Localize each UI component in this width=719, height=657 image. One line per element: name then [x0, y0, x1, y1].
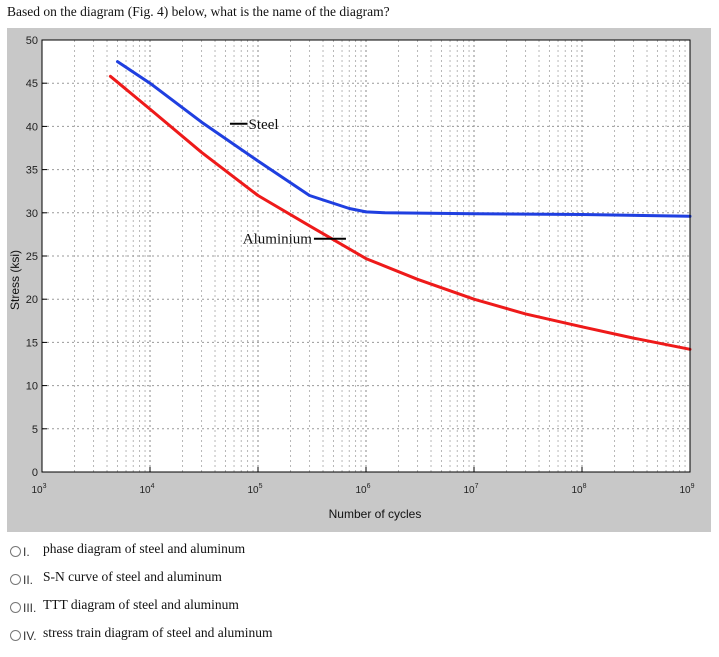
x-tick-exponent: 9: [691, 483, 695, 490]
y-tick-label: 40: [26, 121, 38, 133]
option-label: phase diagram of steel and aluminum: [43, 541, 246, 556]
series-layer: [108, 60, 692, 351]
option-numeral: I.: [23, 545, 30, 559]
x-tick-exponent: 4: [151, 483, 155, 490]
y-tick-label: 30: [26, 208, 38, 220]
x-axis-label: Number of cycles: [329, 507, 422, 521]
y-tick-label: 45: [26, 78, 38, 90]
option-numeral: IV.: [23, 629, 37, 643]
annotation-layer: Steel Aluminium: [229, 117, 346, 248]
radio-button[interactable]: [10, 602, 21, 613]
option-2[interactable]: II. S-N curve of steel and aluminum: [0, 568, 400, 592]
radio-button[interactable]: [10, 546, 21, 557]
question-text: Based on the diagram (Fig. 4) below, wha…: [7, 4, 390, 19]
x-tick-base: 10: [571, 485, 583, 496]
y-tick-label: 10: [26, 381, 38, 393]
x-tick-label: 109: [679, 483, 694, 496]
x-tick-base: 10: [355, 485, 367, 496]
option-label: stress train diagram of steel and alumin…: [43, 625, 273, 640]
y-tick-label: 25: [26, 251, 38, 263]
option-label: TTT diagram of steel and aluminum: [43, 597, 239, 612]
x-tick-exponent: 6: [367, 483, 371, 490]
option-3[interactable]: III. TTT diagram of steel and aluminum: [0, 596, 400, 620]
radio-button[interactable]: [10, 630, 21, 641]
grid-layer: [41, 39, 690, 473]
option-label: S-N curve of steel and aluminum: [43, 569, 222, 584]
x-tick-label: 103: [31, 483, 46, 496]
y-tick-label: 50: [26, 35, 38, 47]
radio-button[interactable]: [10, 574, 21, 585]
option-1[interactable]: I. phase diagram of steel and aluminum: [0, 540, 400, 564]
steel-label: Steel: [249, 117, 279, 133]
sn-curve-chart: Steel Aluminium 0 5 10 15 20 25 30 35 40 45 50 103 10…: [7, 28, 711, 532]
x-tick-exponent: 5: [259, 483, 263, 490]
y-tick-label: 20: [26, 294, 38, 306]
x-tick-base: 10: [31, 485, 43, 496]
y-axis-label: Stress (ksi): [8, 250, 22, 310]
option-numeral: II.: [23, 573, 34, 587]
y-tick-label: 15: [26, 337, 38, 349]
x-tick-exponent: 3: [43, 483, 47, 490]
x-tick-base: 10: [679, 485, 691, 496]
aluminium-label: Aluminium: [243, 232, 313, 248]
x-tick-base: 10: [247, 485, 259, 496]
x-tick-label: 107: [463, 483, 478, 496]
x-tick-label: 106: [355, 483, 370, 496]
x-tick-base: 10: [463, 485, 475, 496]
aluminium-curve: [108, 74, 692, 351]
x-tick-label: 105: [247, 483, 262, 496]
y-tick-label: 35: [26, 165, 38, 177]
x-tick-exponent: 8: [583, 483, 587, 490]
y-tick-label: 5: [32, 424, 38, 436]
x-tick-base: 10: [139, 485, 151, 496]
option-4[interactable]: IV. stress train diagram of steel and al…: [0, 624, 400, 648]
y-tick-label: 0: [32, 467, 38, 479]
x-tick-label: 104: [139, 483, 154, 496]
x-tick-exponent: 7: [475, 483, 479, 490]
x-tick-label: 108: [571, 483, 586, 496]
steel-curve: [116, 60, 692, 218]
option-numeral: III.: [23, 601, 37, 615]
